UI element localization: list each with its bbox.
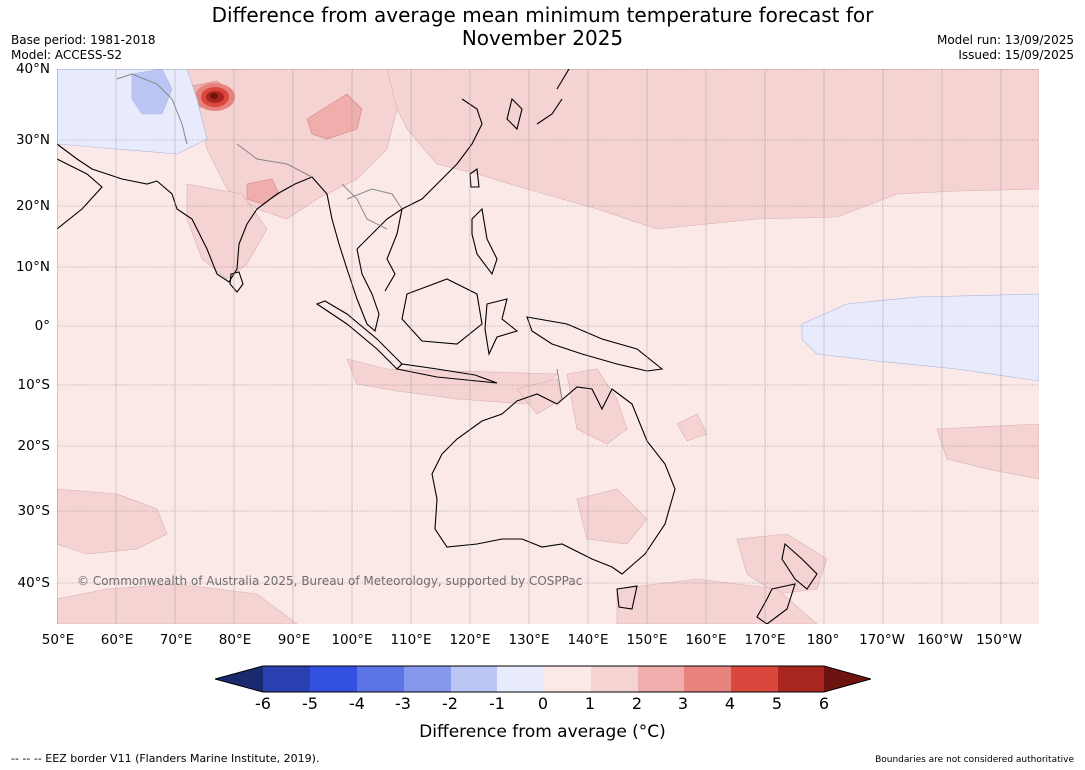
colorbar-tick: 2	[631, 694, 643, 713]
colorbar-label: Difference from average (°C)	[419, 722, 666, 742]
lat-label-30n: 30°N	[15, 132, 50, 148]
colorbar-tick: -3	[395, 694, 411, 713]
colorbar-bin	[684, 666, 731, 692]
colorbar-tick: -4	[349, 694, 365, 713]
lon-label-90e: 90°E	[277, 632, 311, 648]
anomaly-1-to-2	[57, 69, 1039, 624]
lon-label-50e: 50°E	[41, 632, 75, 648]
lon-label-60e: 60°E	[100, 632, 134, 648]
lon-label-80e: 80°E	[218, 632, 252, 648]
colorbar-bin	[263, 666, 310, 692]
colorbar-bin	[544, 666, 591, 692]
boundaries-disclaimer: Boundaries are not considered authoritat…	[875, 755, 1074, 765]
issued-date: Issued: 15/09/2025	[958, 48, 1074, 62]
country-borders	[116, 73, 563, 400]
colorbar-tick: 5	[771, 694, 783, 713]
colorbar-bin	[591, 666, 638, 692]
colorbar-tick: -5	[302, 694, 318, 713]
colorbar-bin	[638, 666, 684, 692]
title-line-2: November 2025	[461, 26, 624, 50]
colorbar-bin	[778, 666, 824, 692]
metadata-right: Model run: 13/09/2025 Issued: 15/09/2025	[937, 33, 1074, 63]
forecast-map: © Commonwealth of Australia 2025, Bureau…	[57, 69, 1039, 624]
lat-label-20n: 20°N	[15, 198, 50, 214]
colorbar-bin	[731, 666, 778, 692]
map-title: Difference from average mean minimum tem…	[0, 4, 1085, 50]
colorbar-bin	[404, 666, 451, 692]
eez-border-note: -- -- -- EEZ border V11 (Flanders Marine…	[11, 752, 320, 765]
metadata-left: Base period: 1981-2018 Model: ACCESS-S2	[11, 33, 156, 63]
lon-label-180: 180°	[806, 632, 840, 648]
lat-label-10n: 10°N	[15, 259, 50, 275]
colorbar-tick: 1	[584, 694, 596, 713]
anomaly-hotspot	[195, 83, 235, 111]
colorbar	[215, 665, 871, 693]
lon-label-100e: 100°E	[331, 632, 373, 648]
model-name: Model: ACCESS-S2	[11, 48, 123, 62]
colorbar-tick: 3	[677, 694, 689, 713]
base-period: Base period: 1981-2018	[11, 33, 156, 47]
lat-label-equator: 0°	[34, 318, 50, 334]
lon-label-110e: 110°E	[390, 632, 432, 648]
lon-label-160w: 160°W	[917, 632, 963, 648]
coastlines	[57, 69, 818, 624]
lat-label-30s: 30°S	[17, 503, 51, 519]
lon-label-150w: 150°W	[976, 632, 1022, 648]
colorbar-arrow-high	[824, 666, 871, 692]
colorbar-arrow-low	[215, 666, 263, 692]
copyright-notice: © Commonwealth of Australia 2025, Bureau…	[77, 574, 582, 588]
lon-label-170w: 170°W	[859, 632, 905, 648]
lat-label-40s: 40°S	[17, 575, 51, 591]
lon-label-130e: 130°E	[508, 632, 550, 648]
lat-label-20s: 20°S	[17, 438, 51, 454]
colorbar-bin	[451, 666, 497, 692]
latitude-gridlines	[57, 69, 1039, 584]
colorbar-tick: -6	[255, 694, 271, 713]
lon-label-170e: 170°E	[744, 632, 786, 648]
colorbar-tick: 0	[537, 694, 549, 713]
lon-label-120e: 120°E	[449, 632, 491, 648]
lat-label-40n: 40°N	[15, 61, 50, 77]
colorbar-tick: 6	[818, 694, 830, 713]
lon-label-160e: 160°E	[685, 632, 727, 648]
lat-label-10s: 10°S	[17, 377, 51, 393]
colorbar-tick: -1	[489, 694, 505, 713]
colorbar-bin	[497, 666, 544, 692]
anomaly-negative	[57, 69, 1039, 382]
longitude-gridlines	[57, 69, 1002, 624]
lon-label-150e: 150°E	[626, 632, 668, 648]
colorbar-bin	[310, 666, 357, 692]
title-line-1: Difference from average mean minimum tem…	[211, 3, 874, 27]
colorbar-bin	[357, 666, 404, 692]
model-run: Model run: 13/09/2025	[936, 33, 1074, 47]
colorbar-tick: 4	[724, 694, 736, 713]
colorbar-tick: -2	[442, 694, 458, 713]
lon-label-70e: 70°E	[159, 632, 193, 648]
lon-label-140e: 140°E	[567, 632, 609, 648]
